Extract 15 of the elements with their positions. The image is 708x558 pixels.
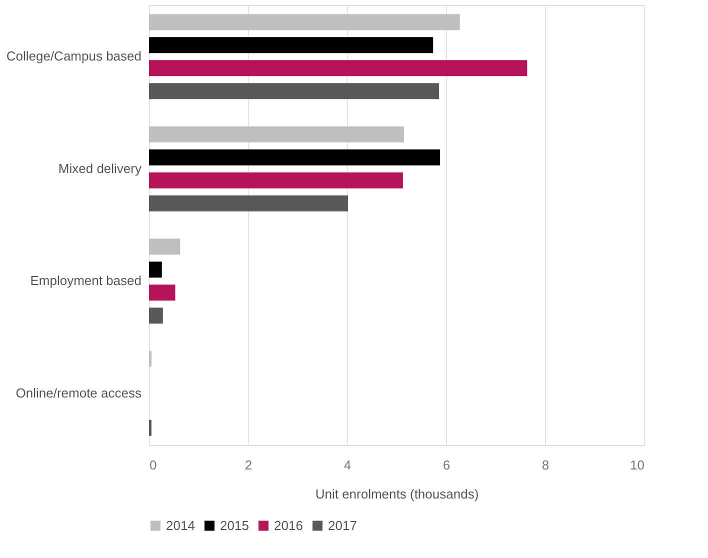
x-tick-label: 4: [344, 458, 352, 472]
x-axis-title: Unit enrolments (thousands): [315, 486, 479, 502]
y-tick-label: College/Campus based: [6, 48, 142, 64]
x-tick-label: 10: [630, 458, 644, 472]
x-tick-label: 8: [542, 458, 550, 472]
legend-label: 2017: [328, 518, 357, 533]
y-tick-label: Online/remote access: [16, 385, 142, 400]
x-tick-label: 2: [244, 458, 252, 472]
x-tick-label: 0: [150, 458, 157, 472]
y-tick-label: Mixed delivery: [58, 160, 142, 176]
legend-label: 2015: [220, 518, 249, 533]
x-tick-label: 6: [442, 458, 450, 472]
legend-label: 2016: [274, 518, 303, 533]
y-tick-label: Employment based: [30, 273, 142, 288]
legend-label: 2014: [166, 518, 195, 533]
